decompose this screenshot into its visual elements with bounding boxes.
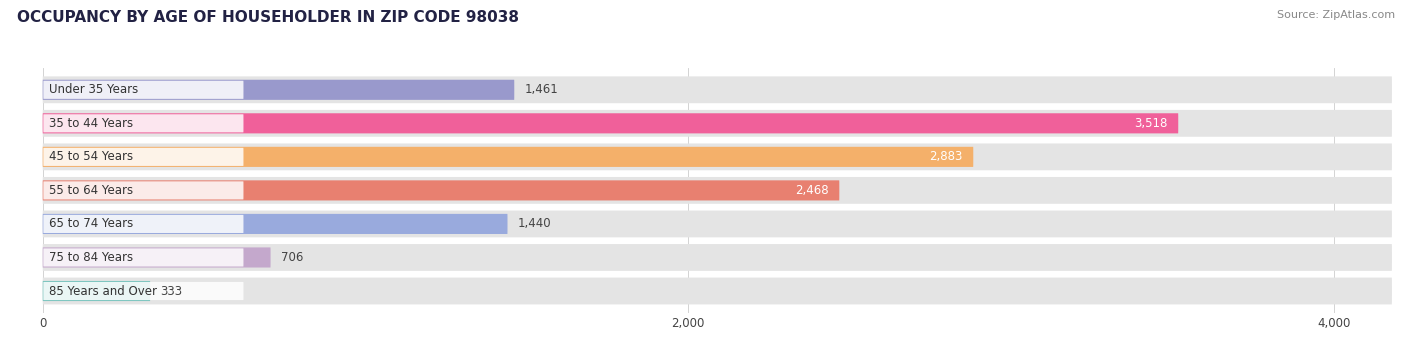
FancyBboxPatch shape (42, 180, 839, 201)
Text: 75 to 84 Years: 75 to 84 Years (49, 251, 134, 264)
Text: 1,440: 1,440 (517, 218, 551, 231)
FancyBboxPatch shape (42, 210, 1392, 237)
Text: 333: 333 (160, 285, 183, 298)
Text: 65 to 74 Years: 65 to 74 Years (49, 218, 134, 231)
Text: 2,468: 2,468 (796, 184, 830, 197)
FancyBboxPatch shape (44, 148, 243, 166)
Text: 35 to 44 Years: 35 to 44 Years (49, 117, 134, 130)
FancyBboxPatch shape (44, 215, 243, 233)
FancyBboxPatch shape (42, 147, 973, 167)
FancyBboxPatch shape (44, 282, 243, 300)
Text: 85 Years and Over: 85 Years and Over (49, 285, 157, 298)
FancyBboxPatch shape (42, 244, 1392, 271)
FancyBboxPatch shape (44, 181, 243, 200)
Text: OCCUPANCY BY AGE OF HOUSEHOLDER IN ZIP CODE 98038: OCCUPANCY BY AGE OF HOUSEHOLDER IN ZIP C… (17, 10, 519, 25)
FancyBboxPatch shape (44, 81, 243, 99)
Text: 2,883: 2,883 (929, 150, 963, 163)
FancyBboxPatch shape (42, 110, 1392, 137)
FancyBboxPatch shape (42, 143, 1392, 170)
FancyBboxPatch shape (42, 214, 508, 234)
Text: Under 35 Years: Under 35 Years (49, 83, 138, 96)
Text: 45 to 54 Years: 45 to 54 Years (49, 150, 134, 163)
Text: 55 to 64 Years: 55 to 64 Years (49, 184, 134, 197)
FancyBboxPatch shape (42, 76, 1392, 103)
Text: 706: 706 (281, 251, 304, 264)
FancyBboxPatch shape (42, 80, 515, 100)
FancyBboxPatch shape (44, 114, 243, 132)
Text: 3,518: 3,518 (1135, 117, 1168, 130)
FancyBboxPatch shape (42, 277, 1392, 304)
FancyBboxPatch shape (42, 281, 150, 301)
FancyBboxPatch shape (42, 113, 1178, 133)
FancyBboxPatch shape (44, 249, 243, 267)
Text: 1,461: 1,461 (524, 83, 558, 96)
FancyBboxPatch shape (42, 177, 1392, 204)
FancyBboxPatch shape (42, 248, 270, 268)
Text: Source: ZipAtlas.com: Source: ZipAtlas.com (1277, 10, 1395, 20)
